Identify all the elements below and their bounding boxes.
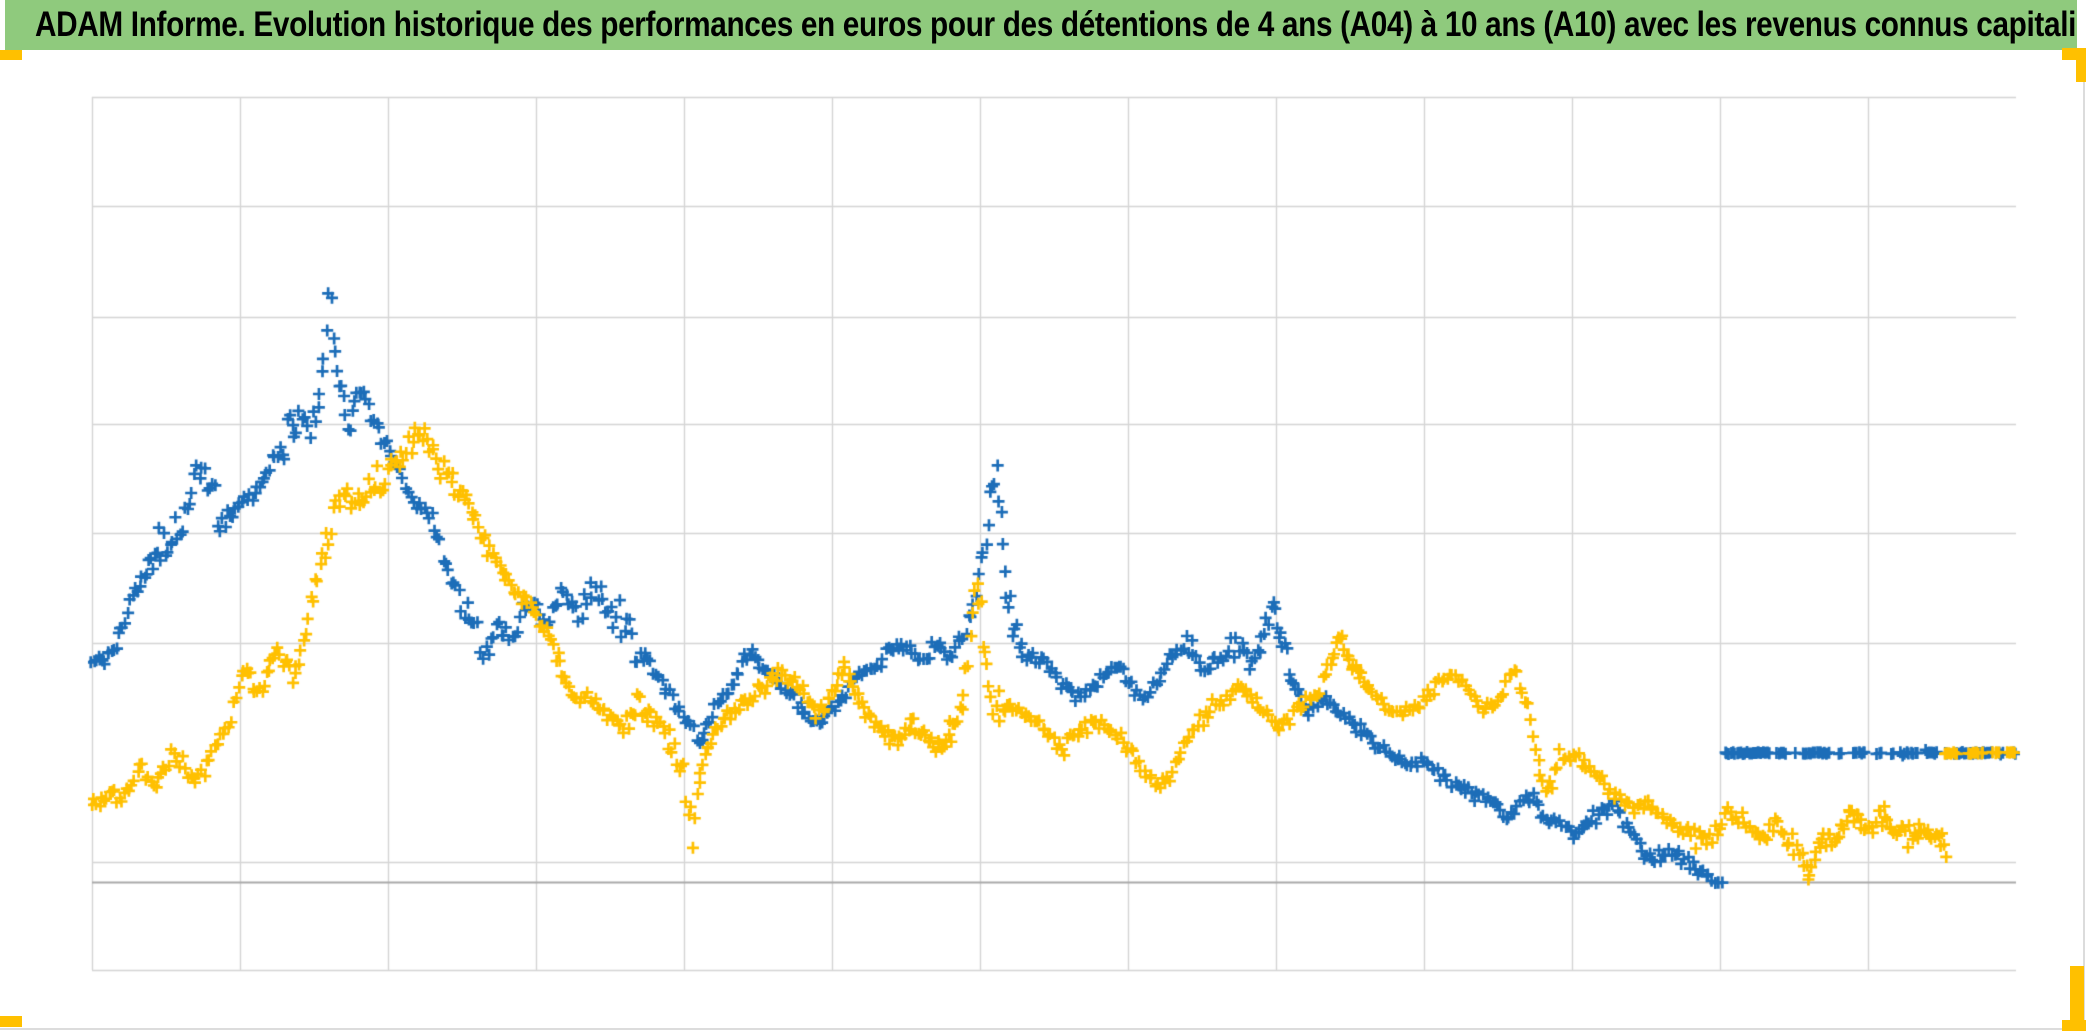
corner-accent-top-right-vertical (2076, 48, 2086, 82)
corner-accent-bottom-right-horizontal (2062, 1020, 2086, 1031)
corner-accent-bottom-right-vertical (2070, 966, 2084, 1031)
corner-accent-top-left (0, 50, 22, 60)
corner-accent-bottom-left (0, 1016, 22, 1027)
